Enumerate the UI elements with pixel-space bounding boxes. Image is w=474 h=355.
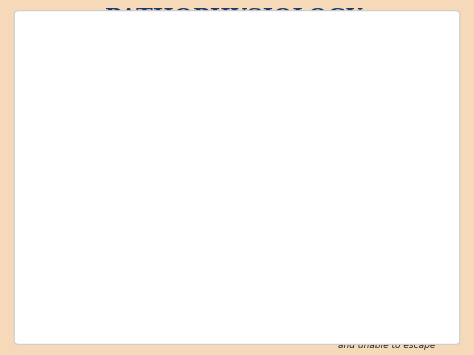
FancyBboxPatch shape <box>380 226 394 237</box>
Ellipse shape <box>343 179 383 255</box>
Text: Open: Open <box>216 88 253 101</box>
Ellipse shape <box>245 185 274 245</box>
FancyBboxPatch shape <box>74 213 88 224</box>
Text: Pneumothorax: Pneumothorax <box>182 38 285 51</box>
Ellipse shape <box>398 185 427 245</box>
FancyBboxPatch shape <box>181 31 288 58</box>
Ellipse shape <box>191 179 230 255</box>
FancyBboxPatch shape <box>227 201 241 212</box>
FancyBboxPatch shape <box>227 239 241 250</box>
Ellipse shape <box>38 179 77 255</box>
Ellipse shape <box>198 190 222 244</box>
Text: Air in pleural space: Air in pleural space <box>38 331 125 340</box>
Ellipse shape <box>351 190 374 244</box>
FancyBboxPatch shape <box>227 213 241 224</box>
Text: pneumothorax: pneumothorax <box>193 102 275 111</box>
Ellipse shape <box>83 173 128 257</box>
Text: pneumothorax: pneumothorax <box>40 102 122 111</box>
FancyBboxPatch shape <box>227 226 241 237</box>
FancyBboxPatch shape <box>380 213 394 224</box>
FancyBboxPatch shape <box>380 201 394 212</box>
FancyBboxPatch shape <box>74 175 88 186</box>
FancyBboxPatch shape <box>227 252 241 263</box>
FancyBboxPatch shape <box>380 252 394 263</box>
Ellipse shape <box>236 173 280 257</box>
Text: Air in pleural space: Air in pleural space <box>191 331 278 340</box>
FancyBboxPatch shape <box>227 187 241 199</box>
Text: pneumothorax: pneumothorax <box>346 102 428 111</box>
FancyBboxPatch shape <box>74 201 88 212</box>
Text: Tension: Tension <box>360 88 413 101</box>
Text: Air in pleural space increasing
and unable to escape: Air in pleural space increasing and unab… <box>319 331 455 350</box>
FancyBboxPatch shape <box>74 226 88 237</box>
Ellipse shape <box>389 173 433 257</box>
FancyBboxPatch shape <box>74 239 88 250</box>
FancyBboxPatch shape <box>380 175 394 186</box>
FancyBboxPatch shape <box>333 85 440 115</box>
Text: Closed: Closed <box>58 88 105 101</box>
FancyBboxPatch shape <box>74 252 88 263</box>
FancyBboxPatch shape <box>380 239 394 250</box>
Ellipse shape <box>46 190 69 244</box>
Text: PATHOPHYSIOLOGY: PATHOPHYSIOLOGY <box>105 7 363 29</box>
FancyBboxPatch shape <box>74 187 88 199</box>
Ellipse shape <box>92 185 121 245</box>
FancyBboxPatch shape <box>227 175 241 186</box>
FancyBboxPatch shape <box>181 85 288 115</box>
FancyBboxPatch shape <box>28 85 135 115</box>
FancyBboxPatch shape <box>380 187 394 199</box>
